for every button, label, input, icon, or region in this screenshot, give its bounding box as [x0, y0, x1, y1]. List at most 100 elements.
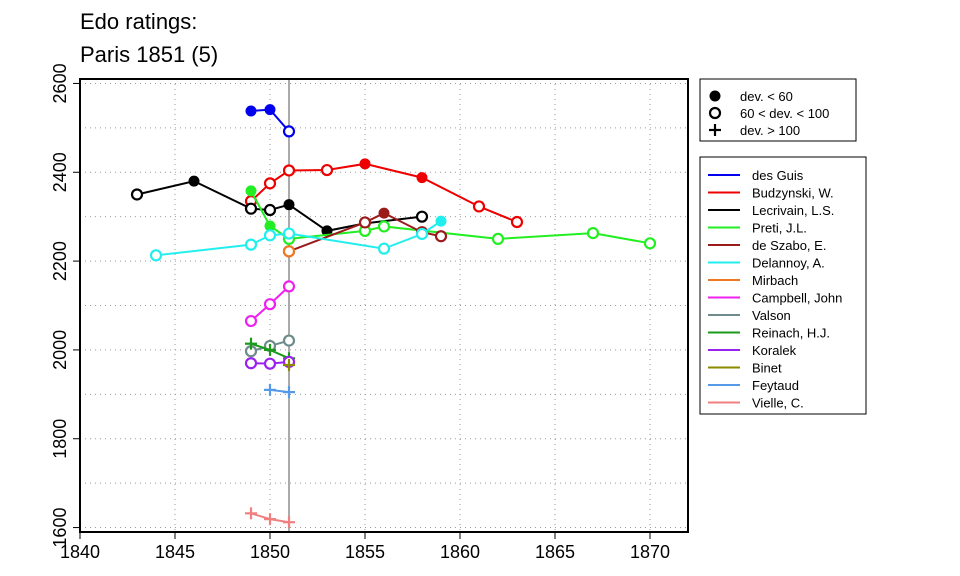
data-point [264, 383, 276, 396]
data-point [491, 232, 505, 245]
data-point [264, 513, 276, 526]
y-tick-label: 1800 [50, 419, 70, 459]
data-point [245, 105, 257, 117]
series-layer [130, 104, 657, 529]
x-tick-label: 1840 [60, 542, 100, 562]
series-legend-label: Valson [752, 308, 791, 323]
data-point [263, 229, 277, 242]
data-point [282, 227, 296, 240]
marker-legend-symbol [708, 106, 722, 120]
data-point [282, 334, 296, 347]
series-4 [282, 207, 448, 258]
data-point [282, 280, 296, 293]
y-axis: 1600 1800 2000 2200 2400 2600 [50, 63, 81, 548]
data-point [130, 188, 144, 201]
marker-legend-box [699, 78, 857, 142]
series-11 [283, 359, 295, 372]
series-0 [245, 104, 296, 138]
data-point [472, 200, 486, 213]
data-point [359, 158, 371, 170]
x-tick-label: 1850 [250, 542, 290, 562]
series-legend-box [699, 156, 867, 415]
data-point [245, 507, 257, 520]
series-legend-label: Budzynski, W. [752, 186, 834, 201]
series-legend-label: de Szabo, E. [752, 238, 826, 253]
data-point [586, 227, 600, 240]
series-legend-label: Koralek [752, 343, 797, 358]
data-point [434, 230, 448, 243]
data-point [263, 177, 277, 190]
x-axis: 1840 1845 1850 1855 1860 1865 1870 [60, 531, 670, 562]
x-tick-label: 1860 [440, 542, 480, 562]
y-tick-label: 2000 [50, 330, 70, 370]
marker-legend-symbol [709, 90, 721, 102]
plot-frame [79, 78, 689, 533]
marker-legend-label: dev. < 60 [740, 89, 793, 104]
y-tick-label: 2400 [50, 152, 70, 192]
data-point [263, 357, 277, 370]
series-13 [245, 507, 295, 529]
data-point [244, 238, 258, 251]
y-tick-label: 2200 [50, 241, 70, 281]
grid [79, 79, 688, 532]
data-point [435, 215, 447, 227]
series-6 [282, 245, 296, 258]
series-12 [264, 383, 295, 399]
data-point [320, 163, 334, 177]
series-10 [244, 355, 296, 370]
data-point [283, 199, 295, 211]
chart-title-line-1: Edo ratings: [80, 9, 197, 34]
series-legend-label: Binet [752, 361, 782, 376]
x-tick-label: 1865 [535, 542, 575, 562]
chart-title-line-2: Paris 1851 (5) [80, 42, 218, 67]
series-legend-label: Mirbach [752, 273, 798, 288]
data-point [377, 242, 391, 255]
data-point [510, 215, 524, 229]
data-point [415, 210, 429, 223]
data-point [264, 343, 276, 356]
data-point [244, 357, 258, 370]
data-point [245, 337, 257, 350]
series-legend-label: Feytaud [752, 378, 799, 393]
data-point [245, 185, 257, 197]
series-3 [245, 185, 657, 250]
data-point [282, 164, 296, 177]
marker-legend: dev. < 60 60 < dev. < 100 dev. > 100 [699, 78, 857, 142]
x-tick-label: 1855 [345, 542, 385, 562]
series-legend-label: Vielle, C. [752, 396, 804, 411]
data-point [283, 516, 295, 529]
data-point [378, 207, 390, 219]
data-point [263, 203, 277, 217]
data-point [377, 220, 391, 233]
series-legend-label: Campbell, John [752, 291, 842, 306]
series-legend-label: Preti, J.L. [752, 221, 807, 236]
data-point [643, 237, 657, 250]
data-point [282, 245, 296, 258]
data-point [283, 386, 295, 399]
data-point [282, 125, 296, 138]
series-5 [149, 215, 447, 262]
x-tick-label: 1845 [155, 542, 195, 562]
series-legend-label: Reinach, H.J. [752, 326, 830, 341]
series-1 [244, 158, 524, 229]
y-tick-label: 1600 [50, 508, 70, 548]
series-legend-label: Lecrivain, L.S. [752, 203, 834, 218]
data-point [283, 359, 295, 372]
series-legend: des Guis Budzynski, W. Lecrivain, L.S. Pret… [699, 156, 867, 415]
data-point [149, 249, 163, 262]
data-point [244, 314, 258, 328]
series-legend-label: des Guis [752, 168, 804, 183]
marker-legend-label: 60 < dev. < 100 [740, 106, 829, 121]
series-7 [244, 280, 296, 328]
data-point [416, 172, 428, 184]
data-point [415, 227, 429, 241]
data-point [244, 202, 258, 215]
data-point [188, 175, 200, 187]
marker-legend-label: dev. > 100 [740, 123, 800, 138]
x-tick-label: 1870 [630, 542, 670, 562]
marker-legend-symbol [709, 124, 721, 136]
data-point [264, 104, 276, 116]
y-tick-label: 2600 [50, 63, 70, 103]
series-legend-label: Delannoy, A. [752, 256, 825, 271]
